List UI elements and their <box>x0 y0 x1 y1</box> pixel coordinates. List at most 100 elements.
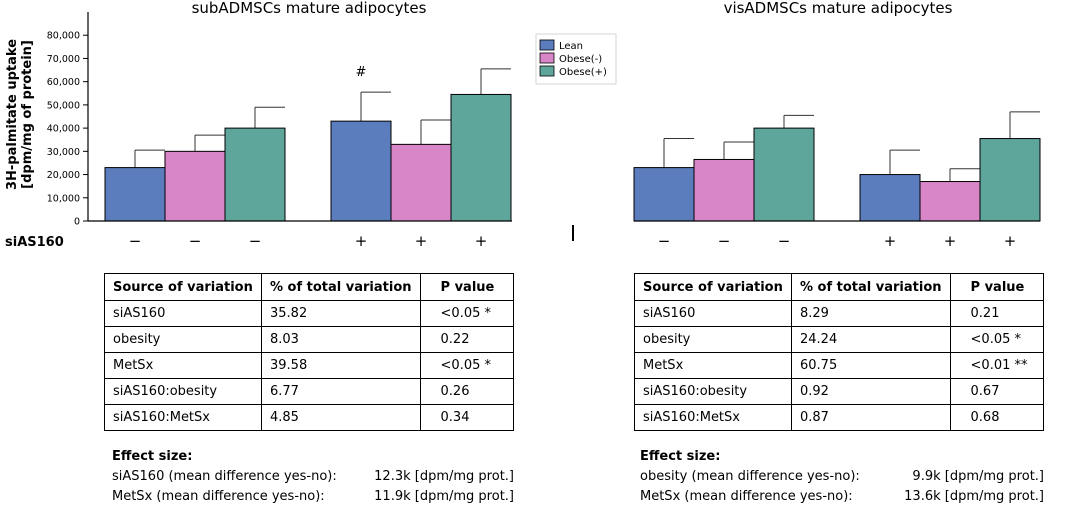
effect-row: MetSx (mean difference yes-no): 11.9k [d… <box>112 487 514 507</box>
bar <box>164 150 226 222</box>
siAS160-sign: − <box>189 232 202 250</box>
y-axis-label-line2: [dpm/mg of protein] <box>20 40 35 189</box>
y-tick-label: 0 <box>74 217 80 228</box>
percent-cell: 0.92 <box>791 378 951 405</box>
table-row: obesity 8.03 0.22 <box>104 326 515 353</box>
y-tick-label: 50,000 <box>47 100 80 111</box>
siAS160-sign: + <box>415 232 428 250</box>
legend-swatch <box>539 65 555 77</box>
percent-cell: 35.82 <box>261 300 421 327</box>
bar <box>330 120 392 222</box>
table-row: siAS160:MetSx 4.85 0.34 <box>104 404 515 431</box>
table-row: siAS160 8.29 0.21 <box>634 300 1045 327</box>
percent-cell: 4.85 <box>261 404 421 431</box>
effect-size-vis: Effect size: obesity (mean difference ye… <box>640 447 1044 507</box>
source-cell: siAS160:obesity <box>104 378 262 405</box>
y-tick-label: 10,000 <box>47 193 80 204</box>
legend-label: Obese(+) <box>559 67 607 78</box>
effect-label: obesity (mean difference yes-no): <box>640 469 860 484</box>
siAS160-sign: − <box>718 232 731 250</box>
percent-cell: 60.75 <box>791 352 951 379</box>
bar-chart-figure: 0 10,000 20,000 30,000 40,000 50,000 60,000 70,… <box>5 0 1041 250</box>
pvalue-cell: 0.26 <box>419 378 515 405</box>
effect-label: MetSx (mean difference yes-no): <box>112 489 325 504</box>
header-source: Source of variation <box>634 273 792 301</box>
siAS160-sign: + <box>944 232 957 250</box>
effect-row: obesity (mean difference yes-no): 9.9k [… <box>640 467 1044 487</box>
effect-row: MetSx (mean difference yes-no): 13.6k [d… <box>640 487 1044 507</box>
pvalue-cell: <0.05 * <box>419 300 515 327</box>
siAS160-sign: + <box>355 232 368 250</box>
siAS160-row-label: siAS160 <box>5 235 64 250</box>
pvalue-cell: <0.01 ** <box>949 352 1045 379</box>
source-cell: siAS160:MetSx <box>634 404 792 431</box>
bar <box>104 167 166 222</box>
percent-cell: 8.29 <box>791 300 951 327</box>
table-header-row: Source of variation % of total variation… <box>634 273 1045 301</box>
siAS160-sign: + <box>475 232 488 250</box>
source-cell: obesity <box>634 326 792 353</box>
header-pvalue: P value <box>419 273 515 301</box>
percent-cell: 24.24 <box>791 326 951 353</box>
y-tick-label: 30,000 <box>47 147 80 158</box>
bar <box>633 167 695 222</box>
pvalue-cell: 0.21 <box>949 300 1045 327</box>
table-row: siAS160:obesity 6.77 0.26 <box>104 378 515 405</box>
header-source: Source of variation <box>104 273 262 301</box>
source-cell: siAS160 <box>634 300 792 327</box>
source-cell: obesity <box>104 326 262 353</box>
siAS160-sign: − <box>249 232 262 250</box>
bar <box>859 174 921 222</box>
effect-value: 9.9k [dpm/mg prot.] <box>912 469 1044 484</box>
table-row: siAS160 35.82 <0.05 * <box>104 300 515 327</box>
legend-label: Lean <box>559 41 583 52</box>
siAS160-sign: − <box>778 232 791 250</box>
significance-marker: # <box>356 65 367 80</box>
header-percent: % of total variation <box>261 273 421 301</box>
effect-size-title: Effect size: <box>112 449 193 464</box>
effect-label: MetSx (mean difference yes-no): <box>640 489 853 504</box>
table-row: MetSx 39.58 <0.05 * <box>104 352 515 379</box>
effect-value: 13.6k [dpm/mg prot.] <box>904 489 1044 504</box>
pvalue-cell: 0.68 <box>949 404 1045 431</box>
pvalue-cell: <0.05 * <box>419 352 515 379</box>
siAS160-sign: + <box>1004 232 1017 250</box>
y-tick-label: 40,000 <box>47 124 80 135</box>
y-tick-label: 80,000 <box>47 31 80 42</box>
source-cell: siAS160:obesity <box>634 378 792 405</box>
pvalue-cell: 0.34 <box>419 404 515 431</box>
bar <box>979 138 1041 222</box>
effect-label: siAS160 (mean difference yes-no): <box>112 469 337 484</box>
source-cell: siAS160 <box>104 300 262 327</box>
source-cell: siAS160:MetSx <box>104 404 262 431</box>
panel-title: visADMSCs mature adipocytes <box>724 0 953 17</box>
pvalue-cell: 0.22 <box>419 326 515 353</box>
stats-table-sub: Source of variation % of total variation… <box>104 273 515 431</box>
table-row: siAS160:obesity 0.92 0.67 <box>634 378 1045 405</box>
bar <box>450 93 512 222</box>
effect-size-sub: Effect size: siAS160 (mean difference ye… <box>112 447 514 507</box>
effect-row: siAS160 (mean difference yes-no): 12.3k … <box>112 467 514 487</box>
percent-cell: 6.77 <box>261 378 421 405</box>
pvalue-cell: 0.67 <box>949 378 1045 405</box>
siAS160-sign: − <box>129 232 142 250</box>
table-row: siAS160:MetSx 0.87 0.68 <box>634 404 1045 431</box>
y-axis-label-line1: 3H-palmitate uptake <box>5 39 20 190</box>
percent-cell: 8.03 <box>261 326 421 353</box>
table-header-row: Source of variation % of total variation… <box>104 273 515 301</box>
source-cell: MetSx <box>634 352 792 379</box>
percent-cell: 39.58 <box>261 352 421 379</box>
header-pvalue: P value <box>949 273 1045 301</box>
y-tick-label: 70,000 <box>47 54 80 65</box>
legend-label: Obese(-) <box>559 54 602 65</box>
stats-table-vis: Source of variation % of total variation… <box>634 273 1045 431</box>
header-percent: % of total variation <box>791 273 951 301</box>
bar <box>693 158 755 222</box>
panel-title: subADMSCs mature adipocytes <box>192 0 427 17</box>
legend-swatch <box>539 52 555 64</box>
pvalue-cell: <0.05 * <box>949 326 1045 353</box>
table-row: MetSx 60.75 <0.01 ** <box>634 352 1045 379</box>
siAS160-sign: − <box>658 232 671 250</box>
table-row: obesity 24.24 <0.05 * <box>634 326 1045 353</box>
effect-value: 11.9k [dpm/mg prot.] <box>374 489 514 504</box>
